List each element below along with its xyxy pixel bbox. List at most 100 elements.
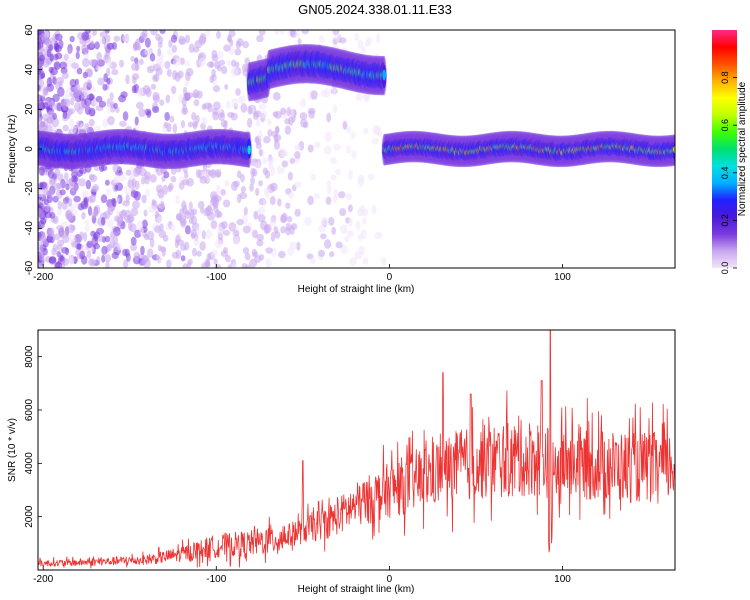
spectrogram-cell <box>112 198 117 208</box>
spectrogram-cell <box>125 194 130 203</box>
spectrogram-cell <box>300 98 307 108</box>
spectrogram-cell <box>273 226 279 234</box>
spectrogram-cell <box>250 176 255 186</box>
spectrogram-cell <box>234 61 240 68</box>
spectrogram-cell <box>357 39 364 50</box>
spectrogram-cell <box>38 84 41 92</box>
spectrogram-cell <box>171 44 178 53</box>
spectrogram-cell <box>83 197 88 208</box>
spectrogram-cell <box>92 59 100 68</box>
y-tick-label: -60 <box>24 260 35 275</box>
spectrogram-cell <box>62 235 70 244</box>
spectrogram-cell <box>215 185 222 195</box>
spectrogram-cell <box>98 164 105 172</box>
spectrogram-cell <box>113 174 121 184</box>
spectrogram-cell <box>273 134 282 142</box>
spectrogram-cell <box>240 185 246 193</box>
spectrogram-cell <box>222 199 231 208</box>
spectrogram-cell <box>106 116 115 126</box>
spectrogram-cell <box>67 47 72 55</box>
spectrogram-cell <box>46 116 54 125</box>
spectrogram-cell <box>258 253 265 261</box>
spectrogram-cell <box>184 225 191 235</box>
spectrogram-cell <box>256 34 264 43</box>
spectrogram-cell <box>46 77 53 88</box>
spectrogram-cell <box>326 112 332 123</box>
spectrogram-cell <box>117 243 123 251</box>
spectrogram-cell <box>112 226 121 237</box>
y-tick-label: 2000 <box>24 505 35 528</box>
spectrogram-cell <box>97 234 104 242</box>
spectrogram-cell <box>258 129 263 140</box>
spectrogram-cell <box>49 178 57 185</box>
spectrogram-cell <box>82 71 88 79</box>
spectrogram-cell <box>349 257 357 266</box>
spectrogram-cell <box>109 230 115 241</box>
spectrogram-cell <box>204 260 211 268</box>
spectrogram-cell <box>272 92 281 101</box>
spectrogram-cell <box>221 65 228 75</box>
spectrogram-cell <box>160 200 165 211</box>
spectrogram-cell <box>242 247 250 255</box>
spectrogram-cell <box>49 53 54 62</box>
spectrogram-cell <box>48 256 57 264</box>
spectrogram-cell <box>175 194 180 205</box>
spectrogram-cell <box>56 182 63 190</box>
spectrogram-cell <box>191 247 197 257</box>
spectrogram-cell <box>333 143 341 151</box>
spectrogram-x-label: Height of straight line (km) <box>298 284 415 295</box>
spectrogram-cell <box>161 246 166 257</box>
spectrogram-cell <box>234 48 242 56</box>
spectrogram-cell <box>293 181 302 189</box>
spectrogram-cell <box>281 150 289 158</box>
spectrogram-cell <box>61 221 69 228</box>
spectrogram-cell <box>83 90 88 100</box>
spectrogram-cell <box>210 249 218 257</box>
spectrogram-cell <box>130 55 135 62</box>
spectrogram-cell <box>55 52 63 60</box>
spectrogram-cell <box>143 209 148 217</box>
spectrogram-cell <box>267 156 275 164</box>
spectrogram-cell <box>175 234 181 244</box>
spectrogram-cell <box>61 72 69 79</box>
spectrogram-cell <box>52 93 60 103</box>
spectrogram-cell <box>38 72 42 83</box>
spectrogram-cell <box>85 179 92 190</box>
spectrogram-cell <box>256 233 264 242</box>
spectrogram-cell <box>184 60 191 67</box>
spectrogram-cell <box>180 120 186 129</box>
spectrogram-cell <box>130 190 139 198</box>
spectrogram-cell <box>320 216 329 227</box>
spectrogram-cell <box>355 220 361 231</box>
spectrogram-cell <box>340 244 348 255</box>
spectrogram-cell <box>172 69 178 80</box>
spectrogram-cell <box>59 189 66 196</box>
spectrogram-cell <box>155 33 161 41</box>
spectrogram-cell <box>300 118 308 128</box>
spectrogram-cell <box>75 51 80 60</box>
spectrogram-cell <box>177 70 184 79</box>
spectrogram-cell <box>255 117 261 128</box>
spectrogram-cell <box>144 188 150 198</box>
spectrogram-cell <box>108 240 116 249</box>
spectrogram-cell <box>67 224 75 234</box>
spectrogram-cell <box>42 48 47 57</box>
spectrogram-cell <box>220 188 226 196</box>
spectrogram-cell <box>127 179 135 189</box>
spectrogram-cell <box>168 39 173 48</box>
spectrogram-cell <box>188 217 194 224</box>
y-tick-label: 60 <box>24 24 35 36</box>
spectrogram-cell <box>281 160 289 168</box>
spectrogram-cell <box>133 251 140 260</box>
spectrogram-cell <box>130 243 138 252</box>
spectrogram-cell <box>39 181 48 189</box>
spectrogram-cell <box>138 108 147 117</box>
y-tick-label: 20 <box>24 103 35 115</box>
spectrogram-cell <box>101 245 108 255</box>
spectrogram-cell <box>168 224 176 232</box>
spectrogram-cell <box>287 171 294 181</box>
spectrogram-cell <box>109 92 114 101</box>
spectrogram-cell <box>113 102 118 109</box>
spectrogram-cell <box>150 83 157 90</box>
spectrogram-cell <box>171 251 179 259</box>
